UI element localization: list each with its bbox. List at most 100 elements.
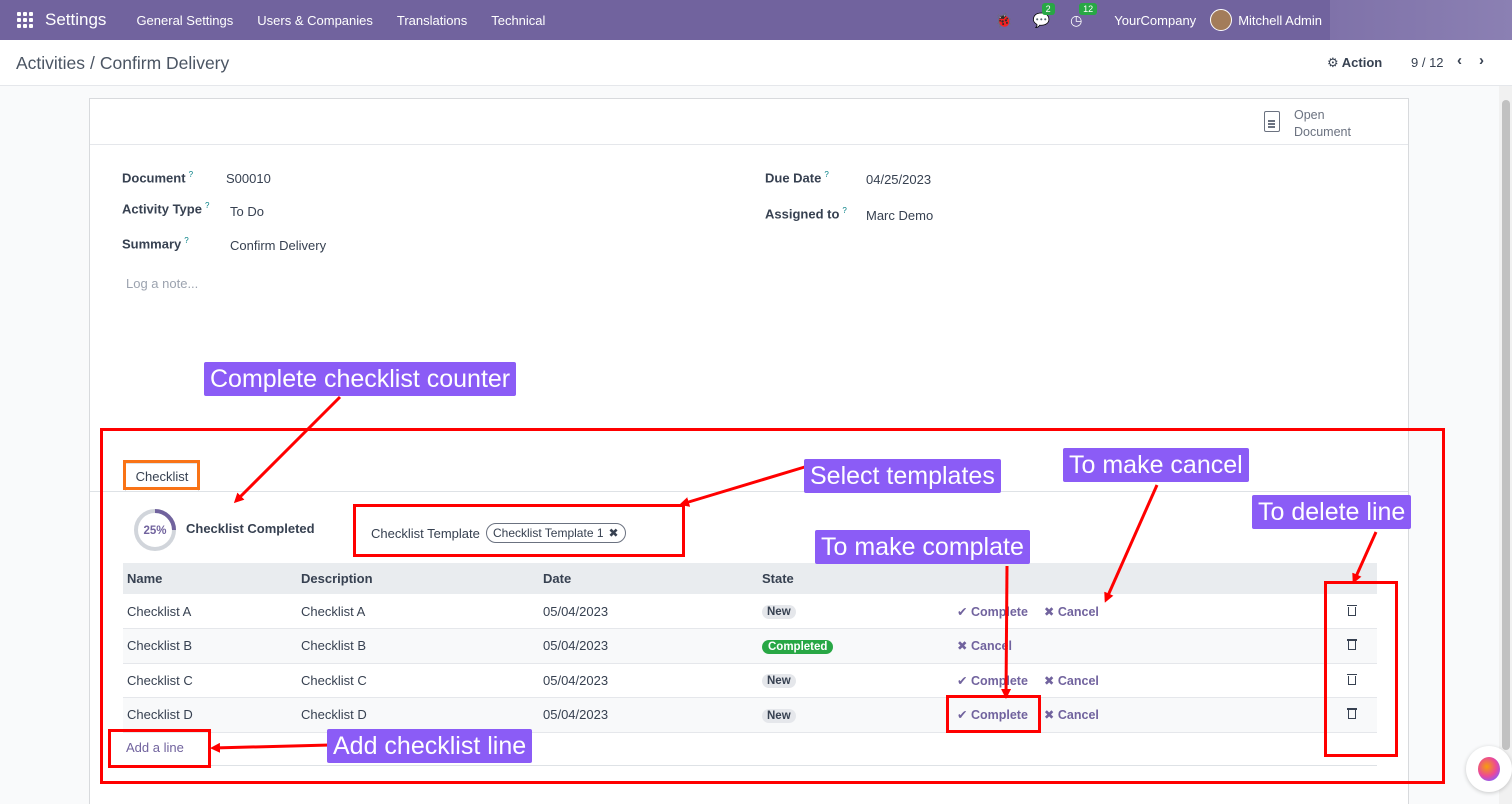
row-description: Checklist A [297,594,539,629]
trash-icon[interactable] [1347,673,1357,685]
trash-icon[interactable] [1347,707,1357,720]
user-menu[interactable]: Mitchell Admin [1238,12,1322,28]
activity-type-field[interactable]: To Do [230,204,264,219]
activity-type-label: Activity Type? [122,201,210,217]
action-button[interactable]: ⚙ Action [1327,55,1383,70]
state-badge-new: New [762,674,796,689]
checklist-template-label: Checklist Template [371,526,480,541]
tab-checklist[interactable]: Checklist [125,463,199,491]
menu-users-companies[interactable]: Users & Companies [257,12,373,28]
remove-tag-icon[interactable]: ✖ [608,526,619,540]
trash-icon[interactable] [1347,604,1357,616]
document-field[interactable]: S00010 [226,171,271,186]
activities-clock-icon[interactable]: ◷ 12 [1070,2,1098,29]
annotation-checklist-area-box [100,428,1445,784]
app-title[interactable]: Settings [45,10,107,29]
row-name: Checklist B [123,628,297,664]
breadcrumb-activities[interactable]: Activities [16,53,86,73]
annotation-tab-box [123,460,200,490]
checklist-completed-label: Checklist Completed [186,521,315,536]
debug-bug-icon[interactable]: 🐞 [995,11,1013,28]
document-icon [1264,111,1280,132]
breadcrumb: Activities / Confirm Delivery [16,53,229,74]
pager-previous-icon[interactable]: ‹ [1457,52,1462,69]
check-icon: ✔ [957,604,968,619]
row-name: Checklist C [123,663,297,698]
state-badge-new: New [762,605,796,619]
row-date: 05/04/2023 [539,697,758,733]
table-row[interactable]: Checklist D Checklist D 05/04/2023 New ✔… [123,697,1377,733]
control-panel: Activities / Confirm Delivery ⚙ Action 9 /… [0,40,1512,86]
row-date: 05/04/2023 [539,628,758,664]
menu-technical[interactable]: Technical [491,12,546,28]
table-row[interactable]: Checklist C Checklist C 05/04/2023 New ✔… [123,663,1377,698]
check-icon: ✔ [957,673,968,688]
breadcrumb-separator: / [90,53,95,73]
column-date[interactable]: Date [539,563,758,594]
x-icon: ✖ [1043,708,1055,723]
complete-button[interactable]: ✔ Complete [957,708,1028,723]
row-description: Checklist B [297,628,539,664]
blurred-area [1330,0,1512,40]
due-date-field[interactable]: 04/25/2023 [866,172,932,187]
due-date-label: Due Date? [765,170,829,186]
breadcrumb-current: Confirm Delivery [99,53,230,73]
table-row[interactable]: Checklist A Checklist A 05/04/2023 New ✔… [123,594,1377,629]
column-state[interactable]: State [758,563,945,594]
annotation-counter-label: Complete checklist counter [204,362,517,396]
menu-translations[interactable]: Translations [396,12,468,28]
x-icon: ✖ [1043,604,1055,619]
annotation-templates-label: Select templates [804,459,1001,493]
cancel-button[interactable]: ✖ Cancel [1043,673,1099,688]
checklist-progress-ring: 25% [134,509,176,551]
complete-button[interactable]: ✔ Complete [957,673,1028,688]
state-badge-new: New [762,708,796,723]
cancel-button[interactable]: ✖ Cancel [1043,604,1099,619]
annotation-delete-box [1324,581,1398,757]
user-avatar[interactable] [1210,9,1233,31]
activities-count-badge: 12 [1079,2,1098,15]
messages-chat-icon[interactable]: 💬 2 [1033,2,1055,29]
annotation-add-line-label: Add checklist line [327,729,533,763]
column-name[interactable]: Name [123,563,297,594]
cancel-button[interactable]: ✖ Cancel [1043,708,1099,723]
check-icon: ✔ [957,708,968,723]
assistant-brain-icon[interactable] [1466,746,1512,792]
trash-icon[interactable] [1347,638,1357,651]
row-description: Checklist C [297,663,539,698]
table-footer-line [123,765,1377,766]
column-description[interactable]: Description [297,563,539,594]
state-badge-completed: Completed [762,639,834,654]
summary-label: Summary? [122,236,189,252]
row-name: Checklist A [123,594,297,629]
checklist-template-tag[interactable]: Checklist Template 1 ✖ [486,523,626,543]
row-date: 05/04/2023 [539,663,758,698]
pager-value[interactable]: 9 / 12 [1411,55,1444,70]
row-description: Checklist D [297,697,539,733]
assigned-to-label: Assigned to? [765,206,847,222]
row-date: 05/04/2023 [539,594,758,629]
row-name: Checklist D [123,697,297,733]
menu-general-settings[interactable]: General Settings [136,12,234,28]
scrollbar-thumb[interactable] [1502,100,1510,750]
annotation-cancel-label: To make cancel [1063,448,1249,482]
assigned-to-field[interactable]: Marc Demo [866,208,934,223]
document-label: Document? [122,170,194,186]
annotation-complete-label: To make complate [815,530,1030,564]
x-icon: ✖ [1043,673,1055,688]
add-line-link[interactable]: Add a line [126,740,184,755]
x-icon: ✖ [957,639,968,654]
apps-menu-icon[interactable] [17,12,33,28]
log-note-input[interactable]: Log a note... [126,276,199,291]
annotation-complete-box [946,695,1041,733]
complete-button[interactable]: ✔ Complete [957,604,1028,619]
checklist-table: Name Description Date State Checklist A … [123,563,1377,733]
progress-percent: 25% [143,525,166,537]
summary-field[interactable]: Confirm Delivery [230,238,327,253]
cancel-button[interactable]: ✖ Cancel [957,639,1012,654]
messages-count-badge: 2 [1041,2,1055,15]
pager-next-icon[interactable]: › [1479,52,1484,69]
company-switcher[interactable]: YourCompany [1114,12,1197,28]
table-row[interactable]: Checklist B Checklist B 05/04/2023 Compl… [123,628,1377,664]
open-document-button[interactable]: Open Document [1264,107,1351,141]
